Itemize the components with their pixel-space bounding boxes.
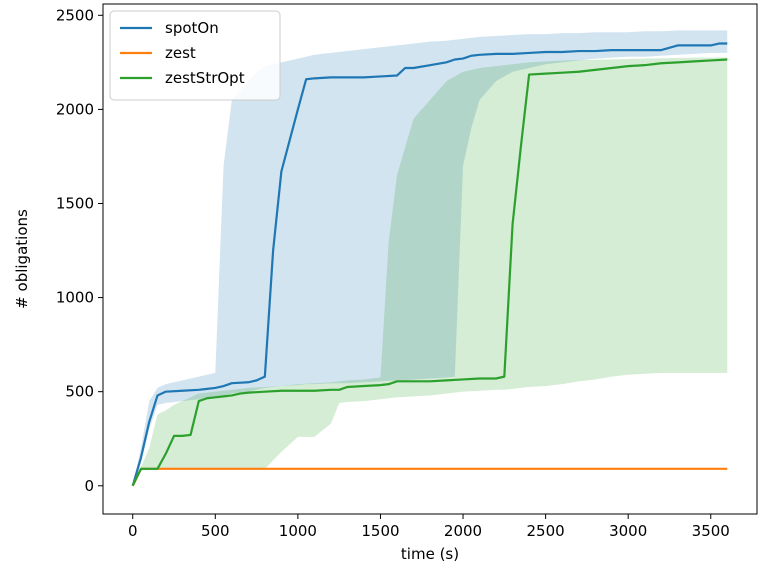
x-tick-label: 3000	[609, 522, 647, 540]
confidence-bands	[132, 30, 728, 486]
x-tick-label: 1000	[279, 522, 317, 540]
series-lines	[131, 42, 728, 487]
plot-frame	[102, 3, 758, 515]
y-tick-label: 0	[84, 477, 94, 495]
legend-label-zestStrOpt: zestStrOpt	[165, 69, 245, 87]
series-line-spotOn	[131, 42, 728, 487]
y-tick-label: 1500	[56, 194, 94, 212]
axes: 0 500 1000 1500 2000 2500 3000 3500 0 500 1000 1500…	[13, 3, 758, 563]
x-tick-label: 2000	[444, 522, 482, 540]
band-zestStrOpt	[132, 57, 728, 486]
x-tick-label: 0	[128, 522, 138, 540]
series-line-zest	[131, 467, 728, 487]
y-axis-label: # obligations	[13, 209, 31, 309]
x-tick-label: 2500	[527, 522, 565, 540]
y-tick-label: 1000	[56, 289, 94, 307]
x-axis-label: time (s)	[401, 545, 459, 563]
legend: spotOn zest zestStrOpt	[109, 10, 281, 101]
y-tick-label: 2000	[56, 100, 94, 118]
y-tick-label: 2500	[56, 6, 94, 24]
x-tick-label: 3500	[692, 522, 730, 540]
legend-label-spotOn: spotOn	[165, 19, 219, 37]
band-spotOn	[132, 30, 728, 486]
series-line-zestStrOpt	[131, 58, 728, 487]
legend-box	[109, 10, 281, 101]
y-tick-label: 500	[65, 383, 94, 401]
x-tick-label: 500	[201, 522, 230, 540]
x-tick-label: 1500	[361, 522, 399, 540]
legend-label-zest: zest	[165, 44, 196, 62]
